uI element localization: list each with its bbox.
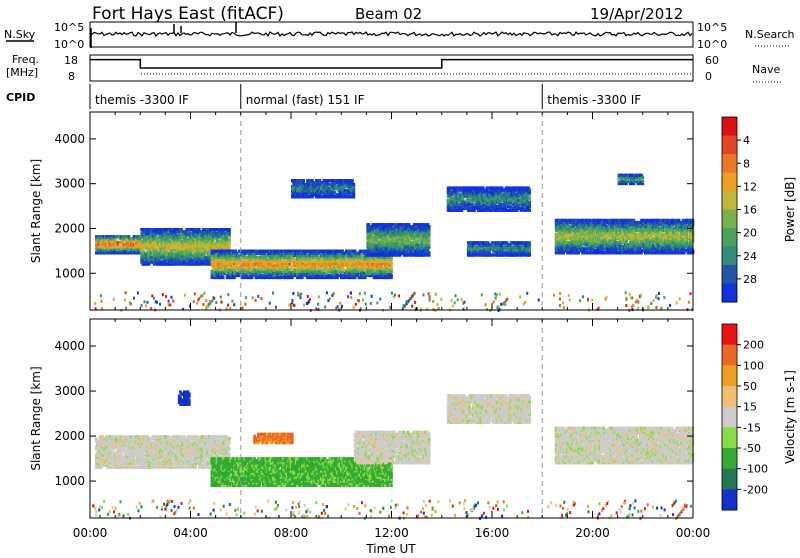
echo-cells [94, 174, 694, 313]
echo-cell [296, 189, 299, 192]
nsky-trace [90, 22, 692, 48]
echo-cell [305, 250, 308, 253]
echo-cell [320, 195, 323, 198]
freq-label: Freq. [12, 53, 39, 66]
echo-cell [228, 238, 231, 241]
echo-cell [302, 179, 305, 182]
cpid-segment-label: themis -3300 IF [547, 93, 641, 107]
echo-cell [449, 186, 452, 189]
echo-cell [390, 266, 393, 269]
echo-cell [390, 274, 393, 277]
echo-cell [343, 268, 346, 271]
echo-cell [345, 250, 348, 253]
nave-tick-60: 60 [705, 54, 719, 67]
nsearch-label: N.Search [745, 28, 795, 41]
echo-cell [351, 179, 354, 182]
freq-tick-8: 8 [68, 70, 75, 83]
cpid-segment-label: normal (fast) 151 IF [246, 93, 365, 107]
echo-cell [222, 276, 225, 279]
cpid-segments: themis -3300 IF normal (fast) 151 IF themi… [95, 84, 641, 109]
echo-cell [366, 253, 369, 256]
echo-cell [428, 243, 431, 246]
echo-cell [528, 209, 531, 212]
nsky-bottom-tick: 10^0 [54, 38, 84, 51]
echo-cell [214, 254, 217, 257]
date-label: 19/Apr/2012 [590, 5, 683, 23]
echo-cell [492, 253, 495, 256]
cpid-label: CPID [6, 91, 35, 104]
echo-cell [528, 196, 531, 199]
frequency-trace [90, 60, 693, 68]
cpid-segment-label: themis -3300 IF [95, 93, 189, 107]
echo-cell [336, 274, 339, 277]
nsearch-top-tick: 10^5 [697, 21, 727, 34]
echo-cell [428, 225, 431, 228]
nsearch-bottom-tick: 10^0 [697, 38, 727, 51]
station-title: Fort Hays East (fitACF) [92, 4, 284, 24]
freq-tick-18: 18 [64, 54, 78, 67]
echo-cell [528, 241, 531, 244]
echo-cell [490, 253, 493, 256]
echo-cell [473, 203, 476, 206]
echo-cell [528, 188, 531, 191]
nsky-top-tick: 10^5 [54, 21, 84, 34]
echo-cell [228, 228, 231, 231]
beam-label: Beam 02 [355, 5, 422, 23]
echo-cell [390, 262, 393, 265]
freq-unit: [MHz] [6, 66, 38, 79]
echo-cell [119, 241, 122, 244]
echo-cell [228, 246, 231, 249]
echo-cell [334, 191, 337, 194]
nsky-label: N.Sky [4, 28, 36, 41]
echo-cell [199, 230, 202, 233]
echo-cell [428, 251, 431, 254]
echo-cell [528, 201, 531, 204]
echo-cell [173, 252, 176, 255]
echo-cell [311, 179, 314, 182]
echo-cell [353, 183, 356, 186]
echo-cell [359, 250, 362, 253]
nave-tick-0: 0 [705, 70, 712, 83]
echo-cell [291, 268, 294, 271]
echo-cell [486, 186, 489, 189]
nave-label: Nave [752, 63, 780, 76]
echo-cell [392, 223, 395, 226]
echo-cell [400, 247, 403, 250]
